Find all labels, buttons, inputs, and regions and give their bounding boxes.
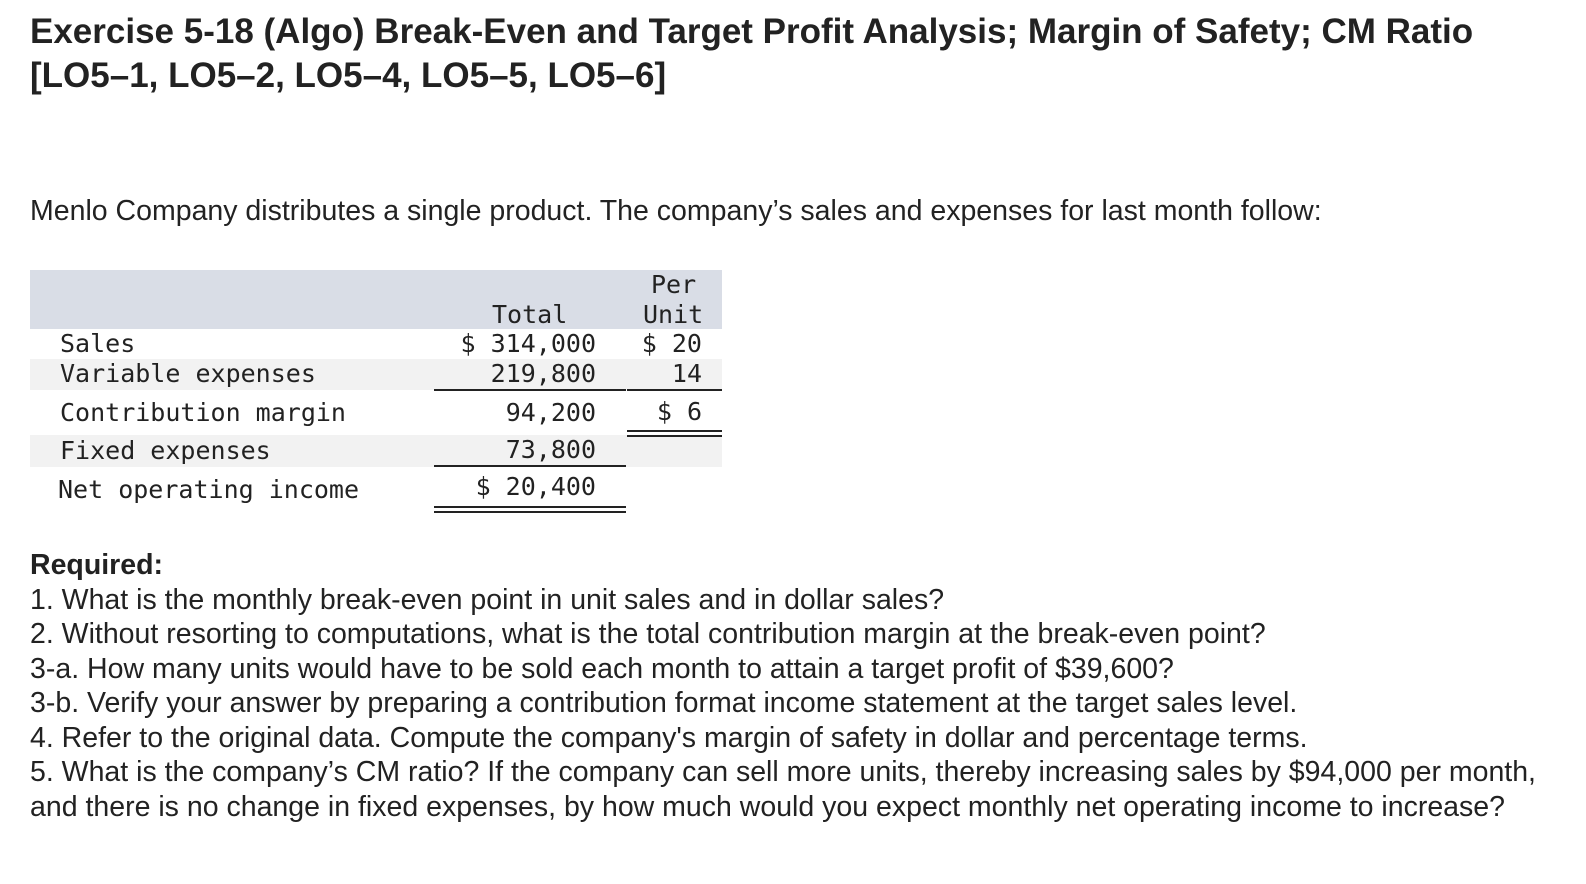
row-band-variable-expenses [30,359,722,390]
header-per: Per [651,270,697,299]
intro-text: Menlo Company distributes a single produ… [30,195,1322,227]
header-unit: Unit [643,300,704,329]
exercise-title: Exercise 5-18 (Algo) Break-Even and Targ… [30,12,1474,95]
row-label-contribution-margin: Contribution margin [60,398,346,427]
header-total: Total [492,300,568,329]
income-statement-table: Per Unit Total Sales $ 314,000 $ 20 Vari… [30,270,722,515]
question-3b: 3-b. Verify your answer by preparing a c… [30,687,1298,719]
row-total-variable-expenses: 219,800 [490,359,596,388]
required-section: Required: 1. What is the monthly break-e… [30,548,1560,824]
question-2: 2. Without resorting to computations, wh… [30,618,1266,650]
question-1: 1. What is the monthly break-even point … [30,583,945,616]
row-label-sales: Sales [60,329,136,358]
total-rule-net-operating-income [434,506,626,513]
row-total-fixed-expenses: 73,800 [505,435,596,464]
subtotal-rule-fixed [434,465,626,467]
row-total-net-operating-income: $ 20,400 [475,472,596,501]
row-label-net-operating-income: Net operating income [58,475,360,504]
question-5: 5. What is the company’s CM ratio? If th… [30,756,1536,823]
question-3a: 3-a. How many units would have to be sol… [30,652,1174,685]
row-total-sales: $ 314,000 [460,329,596,358]
question-4: 4. Refer to the original data. Compute t… [30,721,1308,754]
row-label-fixed-expenses: Fixed expenses [60,436,271,465]
subtotal-rule-total [434,389,626,391]
row-unit-sales: $ 20 [641,329,702,358]
row-unit-contribution-margin: $ 6 [656,397,702,426]
total-rule-unit [627,430,722,437]
row-label-variable-expenses: Variable expenses [60,359,316,388]
subtotal-rule-unit [627,389,722,391]
row-total-contribution-margin: 94,200 [505,398,596,427]
row-unit-variable-expenses: 14 [671,359,702,388]
row-band-fixed-expenses [30,435,722,467]
table-header-background [30,270,722,329]
required-heading: Required: [30,549,164,581]
